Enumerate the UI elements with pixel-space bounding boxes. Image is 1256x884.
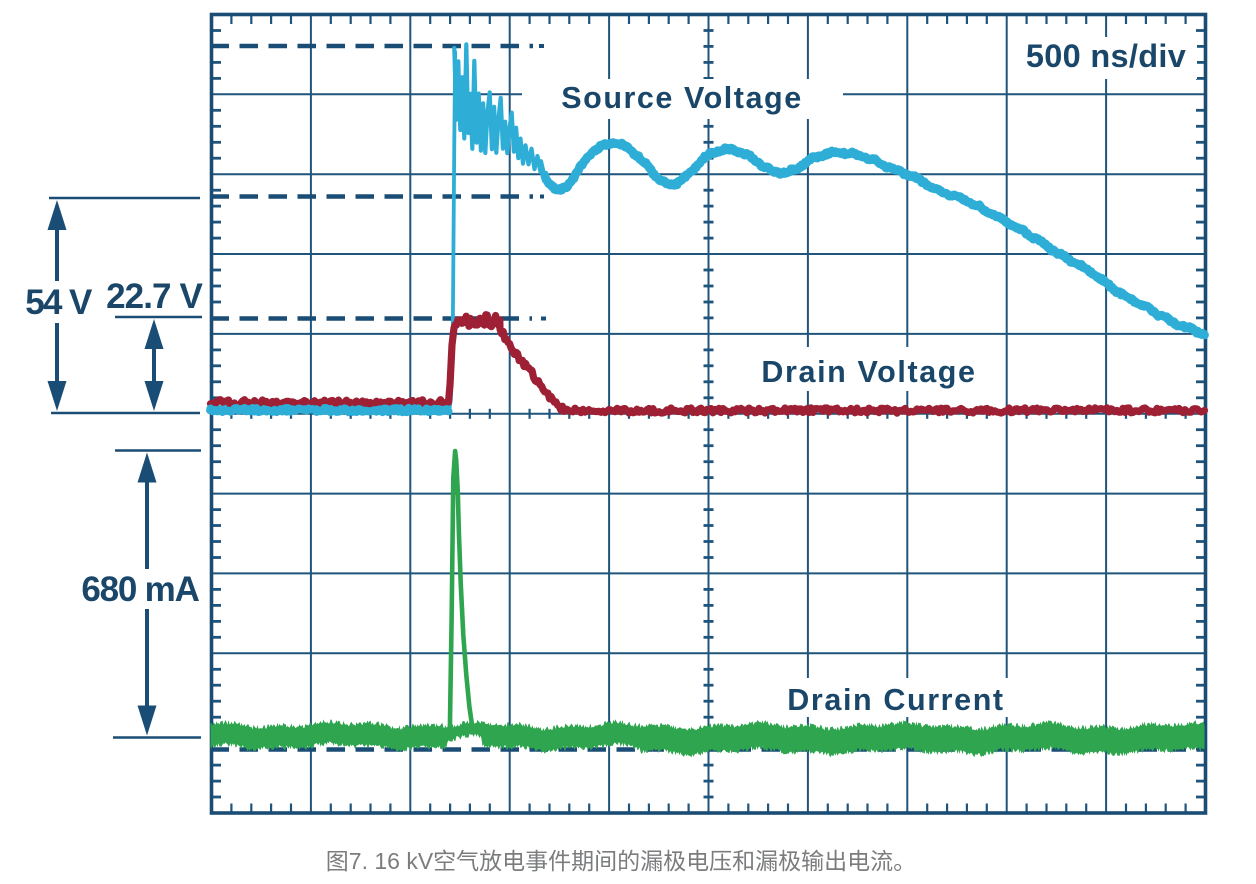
svg-text:54 V: 54 V bbox=[25, 283, 93, 322]
svg-text:22.7 V: 22.7 V bbox=[106, 277, 203, 316]
svg-text:Drain Current: Drain Current bbox=[787, 683, 1004, 717]
svg-text:680 mA: 680 mA bbox=[81, 570, 199, 609]
svg-text:500 ns/div: 500 ns/div bbox=[1026, 38, 1186, 74]
svg-text:Drain Voltage: Drain Voltage bbox=[761, 355, 976, 389]
svg-text:Source Voltage: Source Voltage bbox=[561, 81, 802, 115]
svg-text:图7. 16 kV空气放电事件期间的漏极电压和漏极输出电流。: 图7. 16 kV空气放电事件期间的漏极电压和漏极输出电流。 bbox=[326, 848, 916, 874]
